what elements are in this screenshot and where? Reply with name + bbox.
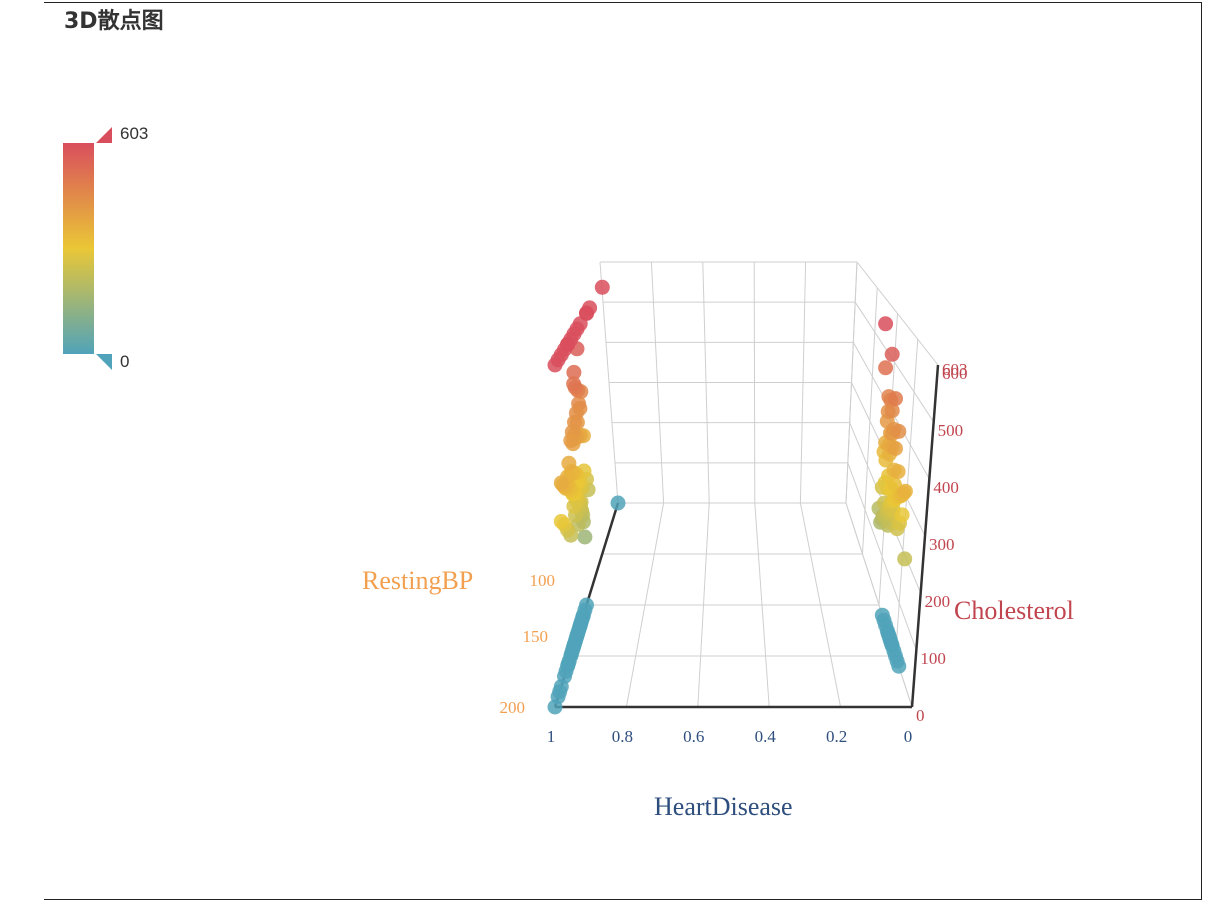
data-point (888, 441, 903, 456)
visual-map-bar (63, 143, 94, 354)
data-point (610, 495, 626, 511)
visual-map-min-handle[interactable] (96, 354, 112, 370)
x-tick-label: 1 (547, 727, 556, 746)
z-axis-name: Cholesterol (954, 596, 1074, 625)
grid-line (856, 261, 939, 366)
y-tick-label: 150 (523, 627, 549, 646)
data-point (547, 699, 563, 715)
data-points (547, 279, 913, 715)
x-axis-name: HeartDisease (654, 792, 793, 821)
data-point (594, 279, 610, 295)
data-point (553, 475, 569, 491)
z-tick-label: 400 (933, 478, 959, 497)
y-axis-name: RestingBP (362, 566, 473, 595)
chart-frame (44, 2, 1202, 900)
data-point (577, 529, 593, 545)
data-point (884, 403, 900, 419)
z-tick-label: 500 (938, 421, 964, 440)
y-tick-label: 100 (530, 571, 556, 590)
x-tick-label: 0.4 (755, 727, 777, 746)
z-tick-label: 100 (920, 649, 946, 668)
data-point (897, 483, 913, 499)
data-point (878, 360, 894, 376)
visual-map-min-label: 0 (120, 352, 129, 371)
data-point (888, 391, 903, 407)
data-point (566, 364, 582, 380)
z-tick-label: 0 (916, 706, 925, 725)
x-tick-label: 0.2 (826, 727, 847, 746)
grid-lines (554, 261, 939, 708)
data-point (891, 658, 907, 674)
data-point (878, 316, 894, 332)
grid-line (854, 301, 935, 423)
z-tick-label: 200 (925, 592, 951, 611)
visual-map-max-handle[interactable] (96, 127, 112, 143)
data-point (547, 357, 563, 373)
x-tick-label: 0.6 (683, 727, 704, 746)
grid-line (847, 462, 917, 651)
chart-title: 3D散点图 (64, 9, 164, 34)
z-tick-max-label: 603 (942, 360, 968, 379)
visual-map-max-label: 603 (120, 124, 148, 143)
x-tick-label: 0 (904, 727, 913, 746)
y-tick-label: 200 (500, 698, 526, 717)
z-tick-label: 600 (942, 364, 968, 383)
axis-labels: RestingBP HeartDisease Cholesterol 1 0.8 0… (362, 360, 1074, 821)
data-point (897, 551, 913, 567)
data-point (891, 423, 907, 439)
data-point (563, 433, 579, 449)
data-point (884, 346, 900, 362)
z-axis-line (910, 364, 940, 708)
data-point (561, 455, 577, 471)
z-tick-label: 300 (929, 535, 955, 554)
data-point (553, 514, 569, 529)
data-point (890, 464, 906, 480)
data-point (894, 507, 910, 523)
data-point (566, 376, 582, 392)
data-point (566, 498, 582, 514)
x-tick-label: 0.8 (612, 727, 633, 746)
visual-map[interactable]: 603 0 (63, 124, 148, 371)
